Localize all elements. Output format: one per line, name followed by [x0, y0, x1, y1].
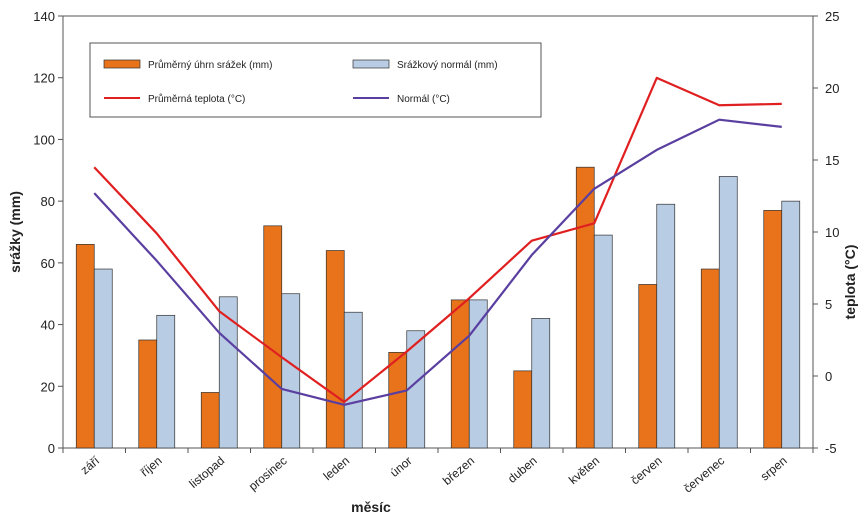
bar-avg-precipitation-10 — [700, 268, 720, 449]
legend-box — [89, 42, 542, 118]
legend-label-precip-normal: Srážkový normál (mm) — [397, 60, 498, 71]
legend-swatch-precip-normal — [352, 59, 390, 69]
y2-tick-label: 5 — [825, 297, 832, 312]
y-tick-label: 120 — [33, 71, 55, 86]
bar-avg-precipitation-4 — [325, 250, 345, 449]
bar-avg-precipitation-1 — [138, 339, 158, 449]
bar-precip-normal-1 — [156, 314, 176, 449]
bar-precip-normal-7 — [531, 318, 551, 449]
bar-avg-precipitation-3 — [263, 225, 283, 449]
bar-precip-normal-3 — [281, 293, 301, 449]
y-tick-label: 0 — [48, 441, 55, 456]
bars — [75, 166, 801, 449]
lines — [93, 76, 782, 406]
legend-label-temp-normal: Normál (°C) — [397, 94, 450, 105]
bar-avg-precipitation-11 — [763, 210, 783, 449]
y-axis-title: srážky (mm) — [7, 191, 23, 273]
legend-label-avg-temperature: Průměrná teplota (°C) — [148, 93, 245, 105]
y2-tick-label: 25 — [825, 9, 839, 24]
bar-avg-precipitation-8 — [575, 166, 595, 449]
y2-tick-label: -5 — [825, 441, 837, 456]
bar-precip-normal-4 — [343, 311, 363, 449]
bar-avg-precipitation-6 — [450, 299, 470, 449]
y-tick-label: 80 — [41, 194, 55, 209]
legend-swatch-avg-precipitation — [103, 59, 141, 69]
y-tick-label: 140 — [33, 9, 55, 24]
legend: Průměrný úhrn srážek (mm) Srážkový normá… — [89, 42, 542, 118]
bar-precip-normal-11 — [781, 200, 801, 449]
bar-avg-precipitation-2 — [200, 392, 220, 449]
y-tick-label: 100 — [33, 132, 55, 147]
y-tick-label: 60 — [41, 256, 55, 271]
y-tick-label: 20 — [41, 379, 55, 394]
y2-tick-label: 10 — [825, 225, 839, 240]
bar-precip-normal-0 — [93, 268, 113, 449]
bar-precip-normal-9 — [656, 203, 676, 449]
bar-avg-precipitation-7 — [513, 370, 533, 449]
line-temp-normal — [93, 118, 782, 406]
bar-avg-precipitation-5 — [388, 351, 408, 449]
y-tick-label: 40 — [41, 318, 55, 333]
y2-tick-label: 0 — [825, 369, 832, 384]
bar-avg-precipitation-0 — [75, 243, 95, 449]
bar-avg-precipitation-9 — [638, 284, 658, 449]
bar-precip-normal-8 — [593, 234, 613, 449]
bar-precip-normal-2 — [218, 296, 238, 449]
bar-precip-normal-10 — [718, 176, 738, 449]
y2-axis-title: teplota (°C) — [842, 245, 858, 320]
y2-tick-label: 20 — [825, 81, 839, 96]
legend-label-avg-precipitation: Průměrný úhrn srážek (mm) — [148, 59, 272, 71]
line-avg-temperature — [93, 76, 782, 404]
y2-tick-label: 15 — [825, 153, 839, 168]
bar-precip-normal-6 — [468, 299, 488, 449]
x-axis-title: měsíc — [351, 499, 391, 515]
